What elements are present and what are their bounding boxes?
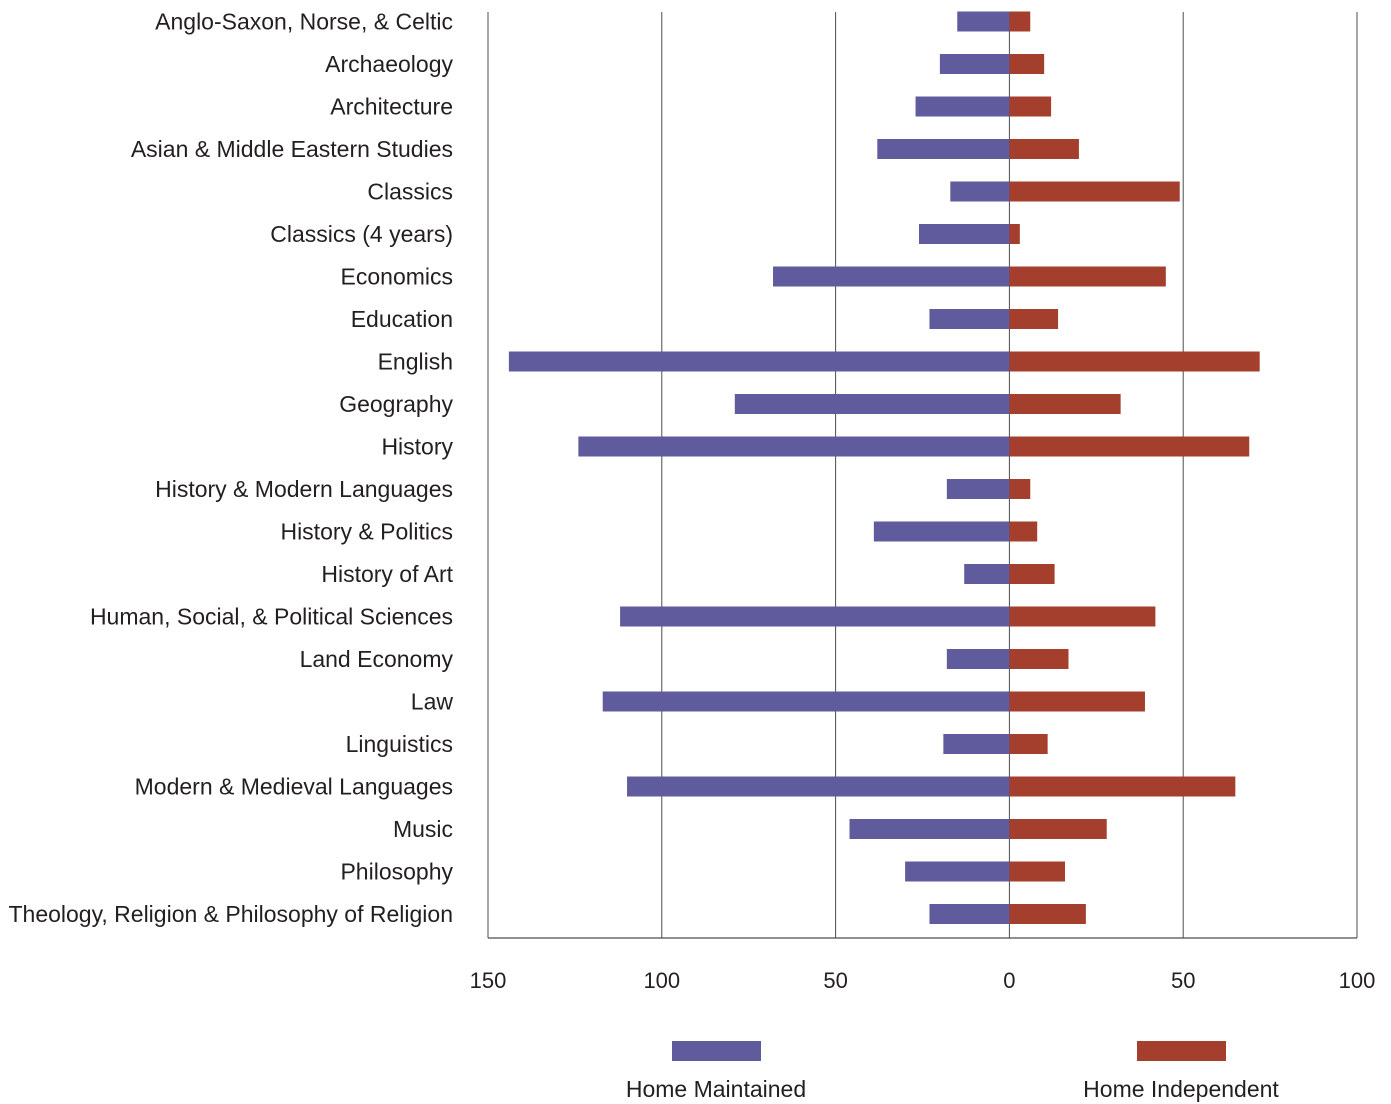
bar-home-independent-architecture [1009, 96, 1052, 117]
bar-home-maintained-human-social-and-political-sciences [620, 606, 1010, 627]
category-label-anglo-saxon-norse-and-celtic: Anglo-Saxon, Norse, & Celtic [155, 9, 453, 35]
bar-home-maintained-anglo-saxon-norse-and-celtic [957, 11, 1010, 32]
bar-home-independent-anglo-saxon-norse-and-celtic [1009, 11, 1031, 32]
bar-home-maintained-history-and-politics [873, 521, 1010, 542]
category-label-history-of-art: History of Art [321, 561, 453, 587]
bar-home-maintained-philosophy [905, 861, 1010, 882]
bar-home-independent-music [1009, 819, 1107, 839]
bar-home-independent-education [1009, 309, 1059, 329]
x-axis: 150 100 50 0 50 100 [470, 937, 1376, 993]
x-tick-label-5: 100 [1339, 968, 1376, 993]
bar-home-independent-geography [1009, 394, 1121, 414]
x-tick-label-1: 100 [643, 968, 680, 993]
category-label-architecture: Architecture [330, 94, 453, 120]
bar-home-maintained-linguistics [943, 734, 1010, 754]
x-tick-label-4: 50 [1171, 968, 1195, 993]
category-label-history-and-politics: History & Politics [280, 519, 453, 545]
bar-home-maintained-law [602, 691, 1010, 712]
bar-home-independent-history-and-politics [1009, 521, 1038, 542]
bar-home-independent-land-economy [1009, 649, 1069, 669]
bar-home-maintained-architecture [915, 96, 1010, 117]
bar-home-independent-theology-religion-and-philosophy-of-religion [1009, 904, 1086, 924]
bar-home-independent-history-and-modern-languages [1009, 479, 1031, 499]
x-tick-label-2: 50 [823, 968, 847, 993]
category-label-linguistics: Linguistics [346, 731, 453, 757]
bar-home-maintained-music [849, 819, 1010, 839]
category-label-law: Law [411, 689, 454, 715]
bar-home-maintained-history [578, 436, 1010, 457]
bar-home-maintained-classics [950, 181, 1010, 202]
bar-home-maintained-asian-and-middle-eastern-studies [877, 139, 1010, 159]
category-labels: Anglo-Saxon, Norse, & Celtic Archaeology A… [8, 9, 453, 928]
bar-home-maintained-history-of-art [964, 564, 1010, 584]
category-label-history-and-modern-languages: History & Modern Languages [155, 476, 453, 502]
bar-home-maintained-theology-religion-and-philosophy-of-religion [929, 904, 1010, 924]
category-label-archaeology: Archaeology [325, 51, 453, 77]
bar-home-maintained-classics-4-years [919, 224, 1010, 244]
bar-home-maintained-archaeology [939, 54, 1010, 74]
bar-home-maintained-land-economy [946, 649, 1010, 669]
bar-home-independent-linguistics [1009, 734, 1048, 754]
category-label-history: History [381, 434, 453, 460]
x-tick-label-0: 150 [470, 968, 507, 993]
bar-home-independent-history-of-art [1009, 564, 1055, 584]
bar-home-independent-archaeology [1009, 54, 1045, 74]
legend-label-home-maintained: Home Maintained [626, 1076, 806, 1102]
bar-home-maintained-geography [734, 394, 1010, 414]
bar-home-independent-modern-and-medieval-languages [1009, 776, 1236, 797]
category-label-philosophy: Philosophy [340, 859, 453, 885]
bar-home-independent-human-social-and-political-sciences [1009, 606, 1156, 627]
bar-home-independent-history [1009, 436, 1250, 457]
category-label-theology-religion-and-philosophy-of-religion: Theology, Religion & Philosophy of Relig… [8, 901, 453, 927]
legend-label-home-independent: Home Independent [1083, 1076, 1279, 1102]
category-label-english: English [378, 349, 453, 375]
category-label-geography: Geography [339, 391, 453, 417]
bar-home-independent-economics [1009, 266, 1166, 287]
legend-swatch-home-maintained [672, 1041, 761, 1061]
bar-home-independent-asian-and-middle-eastern-studies [1009, 139, 1079, 159]
bar-home-independent-classics [1009, 181, 1180, 202]
category-label-human-social-and-political-sciences: Human, Social, & Political Sciences [90, 604, 453, 630]
category-label-classics: Classics [367, 179, 453, 205]
legend-swatch-home-independent [1137, 1041, 1226, 1061]
category-label-asian-and-middle-eastern-studies: Asian & Middle Eastern Studies [131, 136, 453, 162]
category-label-modern-and-medieval-languages: Modern & Medieval Languages [135, 774, 453, 800]
bar-home-independent-english [1009, 351, 1260, 372]
bar-home-maintained-education [929, 309, 1010, 329]
bar-home-maintained-history-and-modern-languages [946, 479, 1010, 499]
category-label-land-economy: Land Economy [300, 646, 454, 672]
bars [508, 11, 1260, 924]
bar-home-independent-law [1009, 691, 1145, 712]
category-label-classics-4-years: Classics (4 years) [270, 221, 453, 247]
category-label-education: Education [351, 306, 453, 332]
grid-lines [487, 12, 1358, 938]
legend: Home Maintained Home Independent [626, 1041, 1279, 1102]
bar-home-maintained-economics [773, 266, 1010, 287]
bar-home-maintained-modern-and-medieval-languages [627, 776, 1010, 797]
x-tick-label-3: 0 [1003, 968, 1015, 993]
bar-home-independent-classics-4-years [1009, 224, 1020, 244]
bar-home-maintained-english [508, 351, 1010, 372]
category-label-economics: Economics [341, 264, 453, 290]
category-label-music: Music [393, 816, 453, 842]
bar-home-independent-philosophy [1009, 861, 1066, 882]
